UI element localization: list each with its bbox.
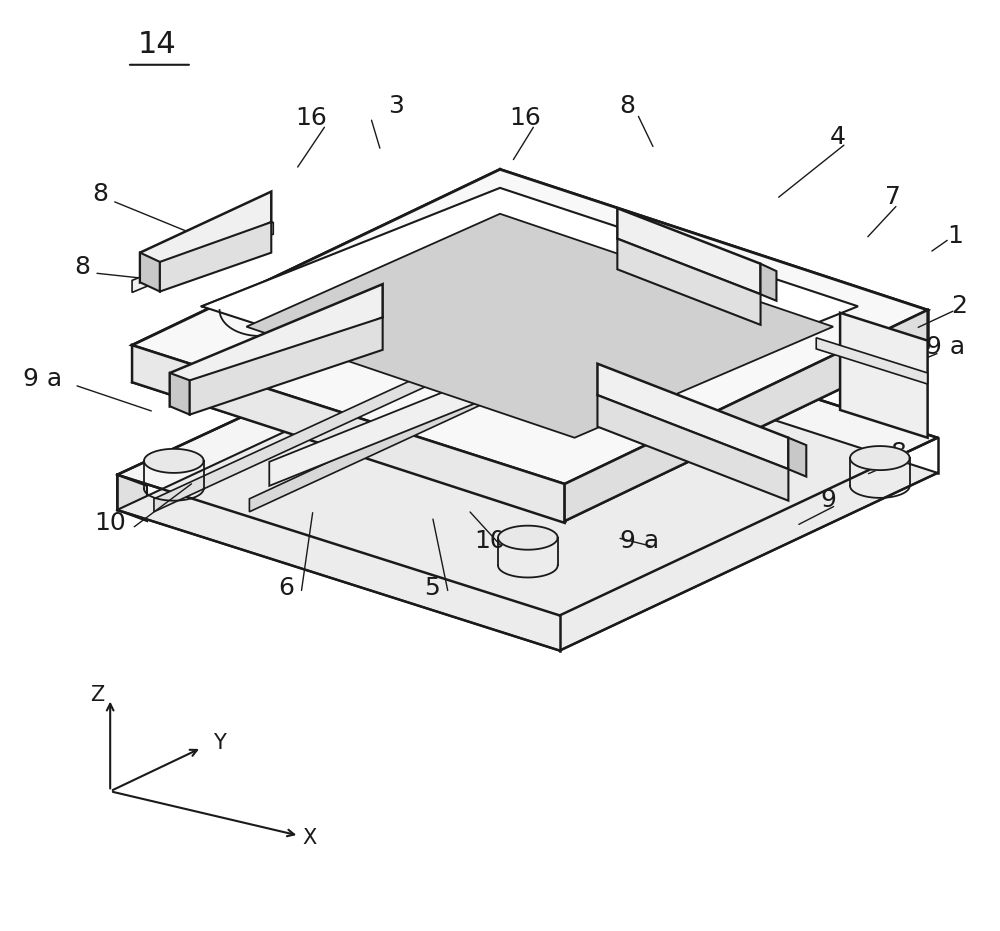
Polygon shape [170, 373, 190, 414]
Text: 16: 16 [509, 106, 541, 130]
Text: 8: 8 [74, 255, 90, 279]
Text: 8: 8 [890, 441, 906, 466]
Polygon shape [170, 284, 383, 406]
Polygon shape [617, 238, 761, 325]
Polygon shape [140, 252, 160, 291]
Text: 9 a: 9 a [926, 335, 965, 359]
Text: 1: 1 [948, 224, 963, 248]
Polygon shape [202, 188, 858, 424]
Polygon shape [117, 475, 147, 521]
Polygon shape [850, 446, 910, 470]
Text: 9: 9 [820, 488, 836, 512]
Polygon shape [498, 526, 558, 549]
Polygon shape [617, 209, 761, 294]
Text: Y: Y [213, 733, 226, 753]
Text: 2: 2 [951, 294, 967, 318]
Polygon shape [190, 317, 383, 414]
Polygon shape [597, 364, 788, 469]
Polygon shape [140, 192, 271, 282]
Polygon shape [160, 223, 271, 291]
Text: 8: 8 [92, 182, 108, 207]
Text: 3: 3 [388, 94, 404, 118]
Polygon shape [132, 169, 928, 484]
Text: 6: 6 [278, 575, 294, 600]
Text: 16: 16 [295, 106, 327, 130]
Polygon shape [246, 214, 833, 438]
Polygon shape [132, 223, 273, 292]
Polygon shape [249, 320, 634, 512]
Text: X: X [302, 828, 316, 847]
Polygon shape [597, 395, 788, 501]
Polygon shape [132, 345, 565, 523]
Polygon shape [840, 313, 928, 438]
Text: 7: 7 [885, 185, 901, 209]
Text: 4: 4 [830, 125, 846, 149]
Polygon shape [144, 449, 204, 473]
Polygon shape [761, 263, 776, 301]
Text: 10: 10 [94, 511, 126, 535]
Text: 14: 14 [138, 30, 176, 59]
Polygon shape [117, 331, 938, 651]
Text: 9 a: 9 a [620, 530, 659, 553]
Text: 8: 8 [619, 94, 635, 118]
Text: 9 a: 9 a [23, 368, 62, 391]
Polygon shape [154, 321, 540, 512]
Text: 10: 10 [474, 530, 506, 553]
Polygon shape [788, 438, 806, 477]
Text: 5: 5 [425, 575, 440, 600]
Polygon shape [269, 290, 699, 486]
Polygon shape [117, 297, 938, 615]
Polygon shape [816, 338, 928, 385]
Text: Z: Z [90, 685, 104, 705]
Polygon shape [565, 310, 928, 521]
